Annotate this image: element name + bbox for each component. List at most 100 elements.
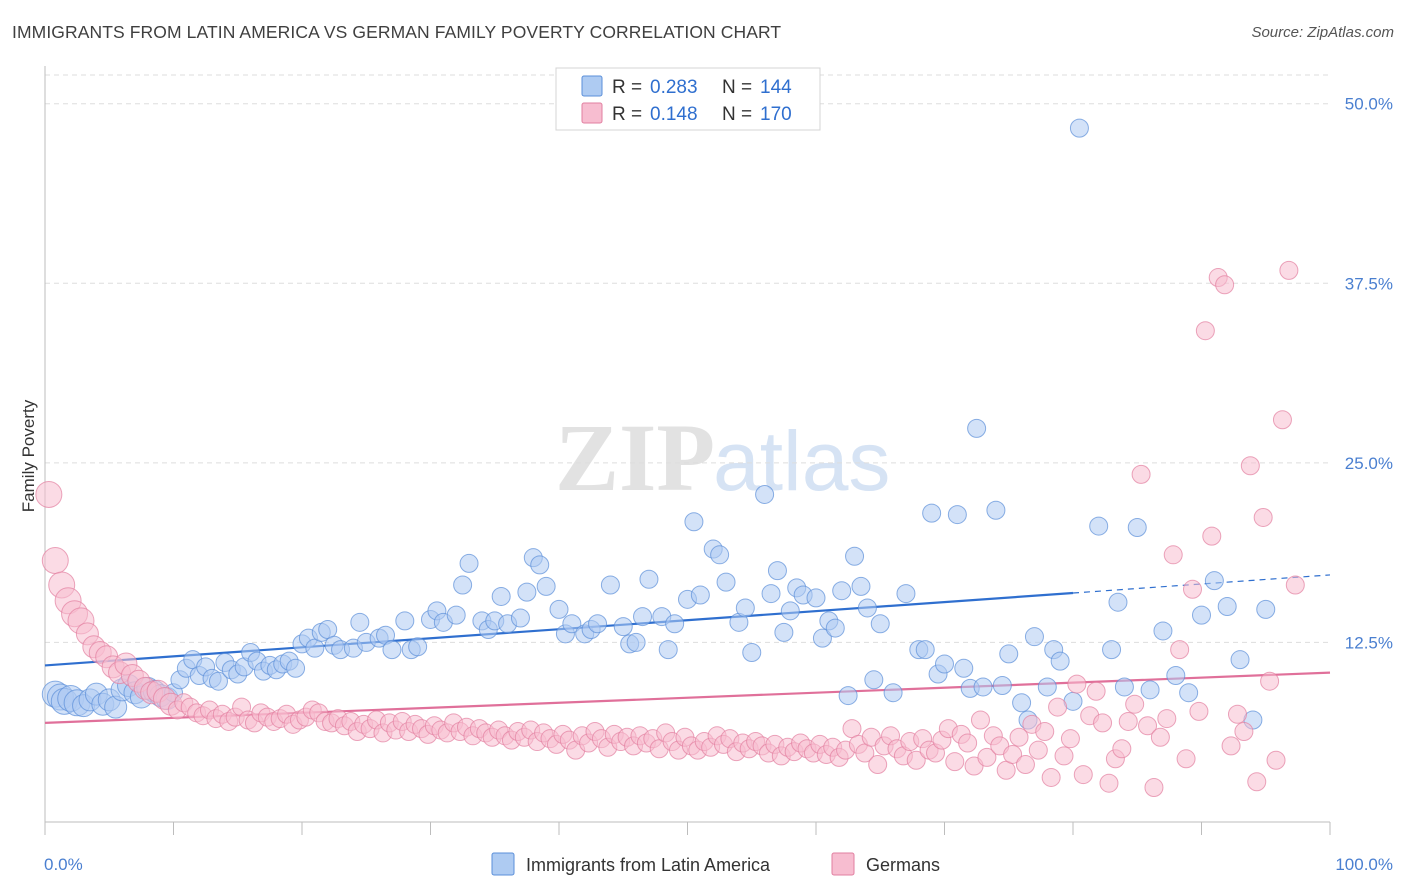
point-latin-america bbox=[1037, 677, 1057, 697]
point-germans bbox=[1099, 773, 1119, 793]
point-germans bbox=[1073, 765, 1093, 785]
point-germans bbox=[1183, 579, 1203, 599]
y-tick-label: 25.0% bbox=[1345, 454, 1393, 473]
point-latin-america bbox=[517, 582, 537, 602]
point-latin-america bbox=[208, 671, 228, 691]
point-latin-america bbox=[1166, 665, 1186, 685]
point-germans bbox=[1279, 260, 1299, 280]
point-latin-america bbox=[530, 555, 550, 575]
point-germans bbox=[1266, 750, 1286, 770]
point-germans bbox=[1112, 739, 1132, 759]
point-latin-america bbox=[665, 614, 685, 634]
watermark: ZIP atlas bbox=[555, 404, 890, 511]
watermark-zip: ZIP bbox=[555, 404, 715, 511]
point-latin-america bbox=[845, 546, 865, 566]
bottom-legend-label-1: Germans bbox=[866, 855, 940, 875]
y-tick-label: 50.0% bbox=[1345, 95, 1393, 114]
point-germans bbox=[35, 480, 63, 508]
point-germans bbox=[1176, 749, 1196, 769]
point-germans bbox=[1240, 456, 1260, 476]
point-germans bbox=[1003, 744, 1023, 764]
point-latin-america bbox=[870, 614, 890, 634]
point-latin-america bbox=[883, 683, 903, 703]
point-germans bbox=[1272, 410, 1292, 430]
point-latin-america bbox=[350, 612, 370, 632]
point-latin-america bbox=[947, 505, 967, 525]
legend-r-value-1: 0.148 bbox=[650, 104, 698, 125]
point-latin-america bbox=[1024, 627, 1044, 647]
point-latin-america bbox=[286, 658, 306, 678]
bottom-legend-label-0: Immigrants from Latin America bbox=[526, 855, 771, 875]
point-germans bbox=[1144, 778, 1164, 798]
point-latin-america bbox=[710, 545, 730, 565]
chart-source: Source: ZipAtlas.com bbox=[1251, 24, 1394, 41]
point-latin-america bbox=[1069, 118, 1089, 138]
point-germans bbox=[1060, 729, 1080, 749]
point-latin-america bbox=[780, 601, 800, 621]
point-germans bbox=[1285, 575, 1305, 595]
point-latin-america bbox=[588, 614, 608, 634]
point-latin-america bbox=[453, 575, 473, 595]
point-latin-america bbox=[851, 576, 871, 596]
point-germans bbox=[1170, 640, 1190, 660]
point-germans bbox=[1086, 681, 1106, 701]
point-latin-america bbox=[973, 677, 993, 697]
point-germans bbox=[1189, 701, 1209, 721]
point-germans bbox=[1048, 697, 1068, 717]
legend-swatch-blue bbox=[581, 75, 603, 97]
point-latin-america bbox=[600, 575, 620, 595]
point-latin-america bbox=[915, 640, 935, 660]
y-axis-label: Family Poverty bbox=[19, 399, 38, 512]
y-tick-label: 37.5% bbox=[1345, 274, 1393, 293]
point-latin-america bbox=[967, 418, 987, 438]
point-latin-america bbox=[1217, 597, 1237, 617]
point-latin-america bbox=[742, 642, 762, 662]
legend-n-value-1: 170 bbox=[760, 104, 792, 125]
point-latin-america bbox=[446, 605, 466, 625]
point-germans bbox=[1093, 713, 1113, 733]
point-latin-america bbox=[690, 585, 710, 605]
y-tick-label: 12.5% bbox=[1345, 633, 1393, 652]
point-latin-america bbox=[1114, 677, 1134, 697]
point-germans bbox=[1195, 321, 1215, 341]
point-latin-america bbox=[1050, 651, 1070, 671]
point-latin-america bbox=[896, 584, 916, 604]
trendline-latin-america-extension bbox=[1072, 574, 1331, 594]
data-points bbox=[35, 118, 1305, 798]
point-latin-america bbox=[999, 644, 1019, 664]
point-germans bbox=[1227, 704, 1247, 724]
point-latin-america bbox=[549, 599, 569, 619]
bottom-legend-swatch-pink bbox=[831, 852, 855, 876]
point-germans bbox=[906, 750, 926, 770]
point-latin-america bbox=[954, 658, 974, 678]
point-latin-america bbox=[922, 503, 942, 523]
point-germans bbox=[1221, 736, 1241, 756]
point-latin-america bbox=[459, 553, 479, 573]
x-tick-label: 100.0% bbox=[1335, 855, 1393, 874]
point-latin-america bbox=[1102, 640, 1122, 660]
point-latin-america bbox=[1127, 518, 1147, 538]
point-latin-america bbox=[382, 640, 402, 660]
point-germans bbox=[1157, 709, 1177, 729]
point-germans bbox=[1202, 526, 1222, 546]
point-latin-america bbox=[716, 572, 736, 592]
point-germans bbox=[1125, 694, 1145, 714]
point-latin-america bbox=[838, 686, 858, 706]
bottom-legend-swatch-blue bbox=[491, 852, 515, 876]
point-latin-america bbox=[1153, 621, 1173, 641]
point-latin-america bbox=[1012, 693, 1032, 713]
point-germans bbox=[1041, 767, 1061, 787]
point-germans bbox=[1015, 755, 1035, 775]
legend-n-label-0: N = bbox=[722, 77, 752, 98]
point-germans bbox=[842, 719, 862, 739]
point-latin-america bbox=[992, 676, 1012, 696]
point-latin-america bbox=[774, 622, 794, 642]
point-germans bbox=[1028, 740, 1048, 760]
point-germans bbox=[996, 760, 1016, 780]
point-latin-america bbox=[613, 617, 633, 637]
point-latin-america bbox=[832, 581, 852, 601]
point-germans bbox=[977, 747, 997, 767]
point-germans bbox=[1067, 674, 1087, 694]
point-latin-america bbox=[536, 576, 556, 596]
